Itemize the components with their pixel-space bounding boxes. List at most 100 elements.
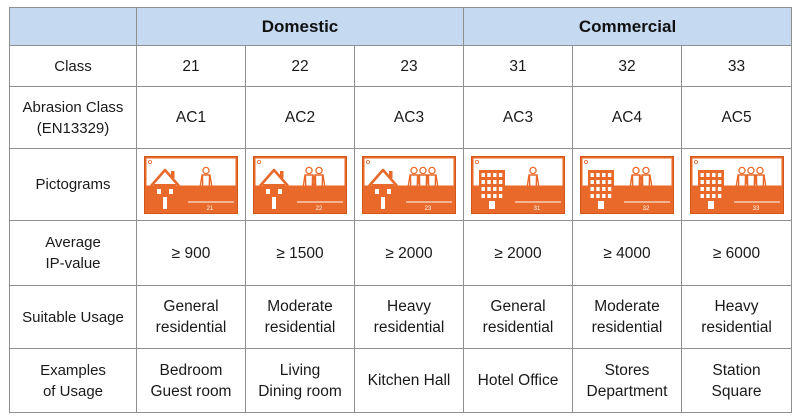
example-value: Station Square — [680, 348, 793, 413]
office-building-icon — [588, 169, 614, 209]
people-icon — [734, 166, 767, 201]
usage-line: residential — [155, 319, 227, 336]
class-value: 32 — [572, 45, 682, 87]
pictogram-code: 32 — [643, 206, 650, 212]
house-icon — [368, 168, 398, 209]
usage-line: General — [490, 298, 546, 315]
ip-value: ≥ 900 — [136, 220, 246, 286]
examples-label: Examples of Usage — [9, 348, 137, 413]
usage-value: Moderate residential — [572, 285, 682, 349]
people-icon — [199, 166, 213, 201]
trademark-mark — [366, 159, 371, 164]
abrasion-row: Abrasion Class (EN13329) AC1 AC2 AC3 AC3… — [9, 86, 793, 149]
class-value: 33 — [680, 45, 793, 87]
people-icon — [526, 166, 540, 201]
ip-label-line: Average — [45, 234, 101, 251]
example-line: Station — [712, 361, 761, 379]
usage-line: Heavy — [387, 298, 431, 315]
examples-label-line: of Usage — [42, 382, 104, 400]
example-line: Dining room — [258, 382, 342, 400]
abrasion-value: AC3 — [463, 86, 573, 149]
class-value: 21 — [136, 45, 246, 87]
pictogram: 32 — [580, 155, 674, 214]
trademark-mark — [475, 159, 480, 164]
people-icon — [629, 166, 653, 201]
trademark-mark — [257, 159, 262, 164]
pictogram-code: 21 — [207, 206, 214, 212]
people-icon — [302, 166, 326, 201]
example-value: Stores Department — [572, 348, 682, 413]
abrasion-value: AC1 — [136, 86, 246, 149]
usage-line: General — [163, 298, 219, 315]
class-value: 22 — [245, 45, 355, 87]
usage-class-table-wrapper: Domestic Commercial Class 21 22 23 31 32… — [9, 7, 793, 413]
example-value: Hotel Office — [463, 348, 573, 413]
ip-row: Average IP-value ≥ 900 ≥ 1500 ≥ 2000 ≥ 2… — [9, 220, 793, 286]
pictogram-cell: 32 — [572, 148, 682, 221]
ip-value: ≥ 1500 — [245, 220, 355, 286]
trademark-mark — [148, 159, 153, 164]
ip-value: ≥ 6000 — [680, 220, 793, 286]
usage-line: residential — [264, 319, 336, 336]
pictogram-panel — [255, 158, 345, 185]
pictogram-panel — [146, 158, 236, 185]
example-line: Hotel Office — [477, 372, 559, 389]
usage-line: residential — [373, 319, 445, 336]
example-value: Bedroom Guest room — [136, 348, 246, 413]
usage-value: General residential — [463, 285, 573, 349]
example-line: Kitchen Hall — [367, 372, 451, 389]
trademark-mark — [693, 159, 698, 164]
usage-row: Suitable Usage General residential Modera… — [9, 285, 793, 349]
abrasion-value: AC2 — [245, 86, 355, 149]
example-line: Guest room — [150, 382, 232, 400]
pictogram-row: Pictograms 21 22 23 31 32 33 — [9, 148, 793, 221]
domestic-header: Domestic — [136, 7, 464, 46]
abrasion-label-line: Abrasion Class — [22, 98, 124, 116]
example-value: Living Dining room — [245, 348, 355, 413]
usage-line: residential — [591, 319, 663, 336]
usage-value: General residential — [136, 285, 246, 349]
trademark-mark — [584, 159, 589, 164]
usage-class-table: Domestic Commercial Class 21 22 23 31 32… — [9, 7, 793, 413]
examples-row: Examples of Usage Bedroom Guest room Livi… — [9, 348, 793, 413]
abrasion-value: AC4 — [572, 86, 682, 149]
pictogram-cell: 21 — [136, 148, 246, 221]
pictogram: 31 — [471, 155, 565, 214]
example-line: Living — [279, 361, 321, 379]
abrasion-value: AC3 — [354, 86, 464, 149]
people-icon — [407, 166, 439, 201]
class-value: 23 — [354, 45, 464, 87]
pictograms-label: Pictograms — [9, 148, 137, 221]
usage-line: Moderate — [594, 298, 660, 315]
pictogram: 21 — [144, 155, 238, 214]
corner-cell — [9, 7, 137, 46]
pictogram-cell: 31 — [463, 148, 573, 221]
pictogram-cell: 33 — [680, 148, 793, 221]
pictogram: 23 — [362, 155, 456, 214]
house-icon — [259, 168, 289, 209]
pictogram-cell: 22 — [245, 148, 355, 221]
pictogram: 33 — [689, 155, 784, 214]
abrasion-label: Abrasion Class (EN13329) — [9, 86, 137, 149]
example-line: Bedroom — [159, 361, 223, 379]
pictogram-code: 23 — [425, 206, 432, 212]
abrasion-label-line: (EN13329) — [36, 119, 110, 137]
usage-line: residential — [482, 319, 554, 336]
class-value: 31 — [463, 45, 573, 87]
example-line: Department — [586, 382, 668, 400]
usage-label: Suitable Usage — [9, 285, 137, 349]
group-header-row: Domestic Commercial — [9, 7, 793, 46]
pictogram-cell: 23 — [354, 148, 464, 221]
class-row: Class 21 22 23 31 32 33 — [9, 45, 793, 87]
example-line: Stores — [604, 361, 650, 379]
usage-line: Heavy — [714, 298, 759, 315]
commercial-header: Commercial — [462, 7, 793, 46]
ip-label: Average IP-value — [9, 220, 137, 286]
usage-value: Heavy residential — [354, 285, 464, 349]
usage-line: Moderate — [267, 298, 333, 315]
example-value: Kitchen Hall — [354, 348, 464, 413]
ip-label-line: IP-value — [45, 255, 101, 272]
ip-value: ≥ 2000 — [463, 220, 573, 286]
usage-line: residential — [701, 319, 772, 336]
usage-value: Heavy residential — [680, 285, 793, 349]
